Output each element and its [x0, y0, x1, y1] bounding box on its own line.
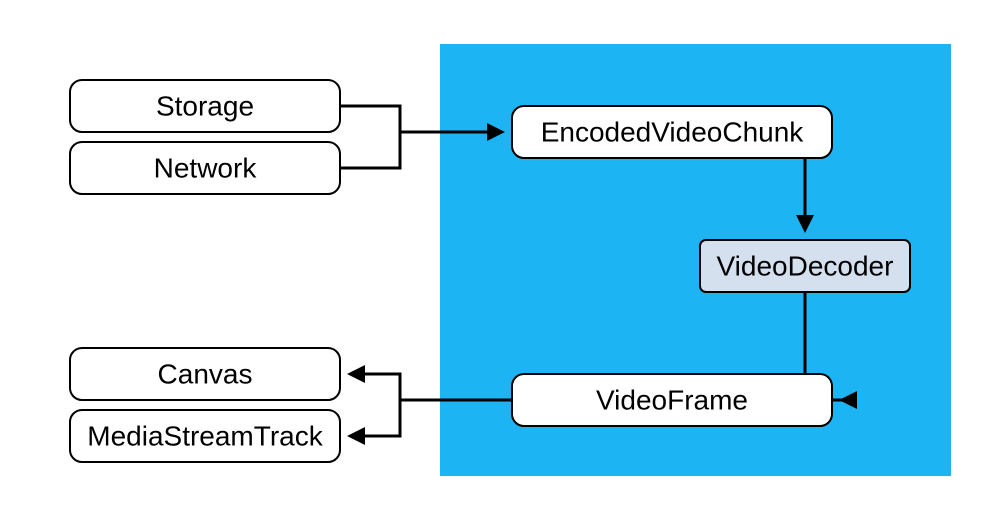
edge-frame-to-track	[350, 400, 400, 436]
flowchart-svg: Storage Network EncodedVideoChunk VideoDeco…	[0, 0, 996, 522]
node-label-canvas: Canvas	[158, 359, 253, 390]
node-encoded: EncodedVideoChunk	[512, 106, 832, 158]
node-frame: VideoFrame	[512, 374, 832, 426]
node-label-encoded: EncodedVideoChunk	[541, 117, 805, 148]
node-storage: Storage	[70, 80, 340, 132]
node-decoder: VideoDecoder	[700, 240, 910, 292]
edge-storage-to-encoded	[340, 106, 400, 132]
node-label-track: MediaStreamTrack	[87, 421, 323, 452]
node-track: MediaStreamTrack	[70, 410, 340, 462]
node-label-network: Network	[154, 153, 258, 184]
node-label-decoder: VideoDecoder	[717, 251, 894, 282]
node-network: Network	[70, 142, 340, 194]
node-label-storage: Storage	[156, 91, 254, 122]
node-canvas: Canvas	[70, 348, 340, 400]
node-label-frame: VideoFrame	[596, 385, 748, 416]
